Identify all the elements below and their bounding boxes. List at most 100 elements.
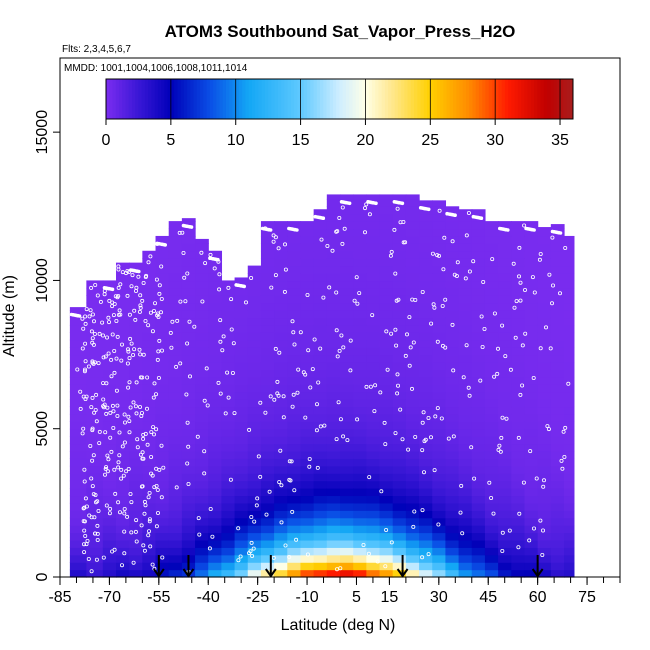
heatmap-cell — [379, 539, 394, 548]
heatmap-cell — [234, 339, 249, 348]
heatmap-cell — [458, 317, 473, 326]
colorbar-segment — [388, 79, 392, 119]
sample-point — [82, 467, 87, 472]
heatmap-cell — [287, 495, 302, 504]
heatmap-cell — [195, 525, 209, 534]
sample-point — [114, 318, 119, 323]
heatmap-cell — [247, 554, 262, 563]
sample-point — [103, 354, 108, 359]
sample-point — [139, 484, 144, 489]
heatmap-cell — [195, 280, 209, 289]
sample-point — [186, 481, 191, 486]
sample-point — [482, 326, 487, 331]
heatmap-cell — [419, 539, 433, 548]
sample-point — [442, 235, 447, 240]
heatmap-cell — [484, 287, 499, 296]
colorbar-segment — [417, 79, 422, 119]
heatmap-cell — [274, 258, 288, 267]
heatmap-cell — [511, 280, 526, 289]
sample-point — [251, 546, 256, 551]
heatmap-cell — [550, 473, 565, 482]
sample-point — [202, 449, 207, 454]
heatmap-cell — [221, 310, 236, 319]
heatmap-cell — [445, 206, 460, 215]
heatmap-cell — [340, 228, 354, 237]
heatmap-cell — [458, 458, 473, 467]
heatmap-cell — [445, 465, 460, 474]
heatmap-cell — [208, 517, 223, 526]
sample-point — [517, 511, 522, 516]
x-tick-label: 15 — [381, 589, 399, 606]
sample-point — [252, 519, 257, 524]
sample-point — [367, 475, 372, 480]
colorbar-segment — [566, 79, 571, 119]
x-tick-label: -70 — [98, 589, 121, 606]
heatmap-cell — [274, 310, 288, 319]
heatmap-cell — [353, 250, 367, 259]
sample-point — [435, 253, 440, 258]
heatmap-cell — [458, 361, 473, 370]
heatmap-cell — [287, 473, 302, 482]
sample-point — [500, 549, 505, 554]
sample-point — [378, 390, 383, 395]
heatmap-cell — [274, 539, 288, 548]
colorbar-segment — [300, 79, 305, 119]
heatmap-cell — [86, 532, 104, 541]
heatmap-cell — [155, 280, 170, 289]
heatmap-cell — [379, 450, 394, 459]
sample-point — [133, 404, 138, 409]
heatmap-cell — [260, 295, 275, 304]
heatmap-cell — [102, 376, 117, 385]
heatmap-cell — [419, 428, 433, 437]
heatmap-cell — [564, 250, 575, 259]
heatmap-cell — [511, 317, 526, 326]
heatmap-cell — [287, 228, 302, 237]
heatmap-cell — [445, 243, 460, 252]
sample-point — [551, 283, 556, 288]
heatmap-cell — [208, 554, 223, 563]
colorbar-segment — [527, 79, 532, 119]
heatmap-cell — [340, 258, 354, 267]
sample-point — [471, 259, 476, 264]
heatmap-cell — [129, 413, 143, 422]
heatmap-cell — [208, 488, 223, 497]
heatmap-cell — [326, 347, 341, 356]
sample-point — [77, 314, 82, 318]
heatmap-cell — [511, 324, 526, 333]
heatmap-cell — [260, 347, 275, 356]
heatmap-cell — [471, 450, 486, 459]
heatmap-cell — [274, 458, 288, 467]
heatmap-cell — [392, 347, 407, 356]
heatmap-cell — [168, 539, 183, 548]
heatmap-cell — [102, 280, 117, 289]
heatmap-cell — [419, 502, 433, 511]
sample-point — [83, 359, 88, 364]
heatmap-cell — [537, 413, 552, 422]
heatmap-cell — [432, 310, 447, 319]
sample-point — [83, 534, 88, 539]
heatmap-cell — [524, 488, 539, 497]
heatmap-cell — [498, 562, 512, 571]
colorbar-segment — [242, 79, 246, 119]
heatmap-cell — [69, 399, 87, 408]
heatmap-cell — [69, 421, 87, 430]
heatmap-cell — [366, 347, 381, 356]
sample-point — [319, 237, 324, 242]
sample-point — [412, 509, 417, 514]
heatmap-cell — [432, 302, 447, 311]
sample-point — [413, 297, 418, 302]
sample-point — [148, 254, 153, 259]
sample-point — [290, 509, 295, 514]
heatmap-cell — [221, 488, 236, 497]
sample-point — [216, 257, 220, 262]
sample-point — [150, 329, 155, 334]
heatmap-cell — [550, 317, 565, 326]
heatmap-cell — [221, 361, 236, 370]
heatmap-cell — [234, 332, 249, 341]
sample-point — [401, 240, 406, 245]
heatmap-cell — [537, 436, 552, 445]
sample-point — [291, 392, 296, 397]
heatmap-cell — [181, 302, 196, 311]
sample-point — [90, 484, 95, 489]
heatmap-cell — [405, 354, 420, 363]
